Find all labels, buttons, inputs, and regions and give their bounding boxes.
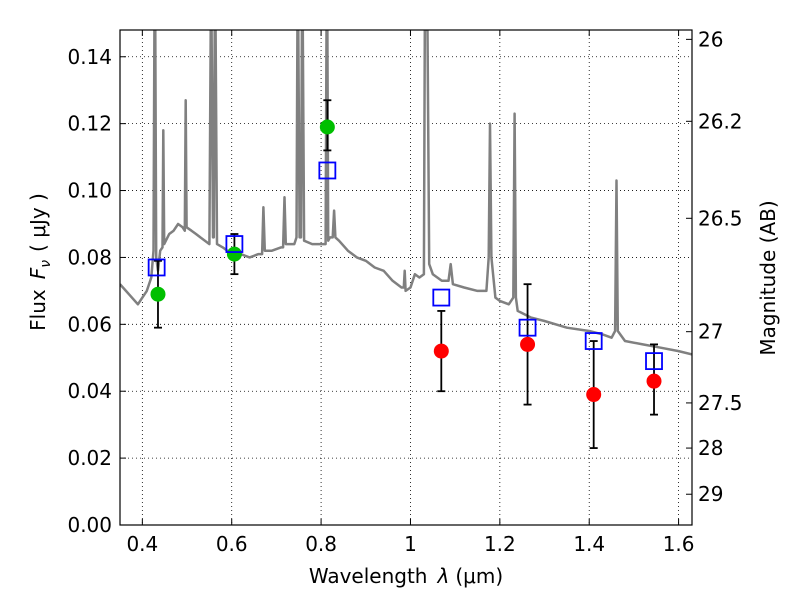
- y2-tick-label: 28: [698, 436, 723, 460]
- data-point: [319, 119, 335, 135]
- y2-tick-label: 29: [698, 482, 723, 506]
- y2-tick-label: 26.5: [698, 206, 743, 230]
- x-axis-label: Wavelength λ (μm): [309, 564, 503, 588]
- x-tick-label: 0.4: [126, 532, 158, 556]
- plot-frame: [119, 29, 693, 526]
- y2-tick-label: 26: [698, 27, 723, 51]
- y2-tick-label: 27.5: [698, 391, 743, 415]
- y-tick-label: 0.14: [67, 45, 112, 69]
- y2-tick-label: 26.2: [698, 109, 743, 133]
- model-point: [318, 161, 337, 180]
- data-point: [150, 286, 166, 302]
- y-tick-label: 0.02: [67, 446, 112, 470]
- x-tick-label: 1.2: [484, 532, 516, 556]
- y-tick-label: 0.10: [67, 179, 112, 203]
- model-point: [432, 288, 451, 307]
- data-point: [646, 373, 662, 389]
- y2-tick-label: 27: [698, 320, 723, 344]
- axis-ticks: 0.4 0.6 0.8 1 1.2 1.4 1.6 0.00 0.02 0.04 0.06 0.08 0…: [67, 27, 742, 556]
- x-tick-label: 0.6: [216, 532, 248, 556]
- x-tick-label: 1: [404, 532, 417, 556]
- model-point: [147, 258, 166, 277]
- data-point: [520, 336, 536, 352]
- y-tick-label: 0.12: [67, 112, 112, 136]
- data-point: [586, 387, 602, 403]
- x-tick-label: 1.4: [573, 532, 605, 556]
- y-tick-label: 0.06: [67, 312, 112, 336]
- x-tick-label: 0.8: [305, 532, 337, 556]
- y2-axis-label: Magnitude (AB): [756, 200, 780, 355]
- y-tick-label: 0.08: [67, 245, 112, 269]
- y-tick-label: 0.00: [67, 513, 112, 537]
- spectrum-line: [120, 30, 692, 356]
- model-point: [225, 235, 244, 253]
- plot-area: [120, 30, 692, 449]
- data-point: [433, 343, 449, 359]
- data-point: [226, 246, 242, 262]
- model-point: [645, 352, 663, 371]
- model-point: [584, 332, 603, 350]
- y-tick-label: 0.04: [67, 379, 112, 403]
- model-point: [518, 318, 537, 337]
- y-axis-label: FluxFν( μJy ): [26, 193, 54, 331]
- x-tick-label: 1.6: [663, 532, 695, 556]
